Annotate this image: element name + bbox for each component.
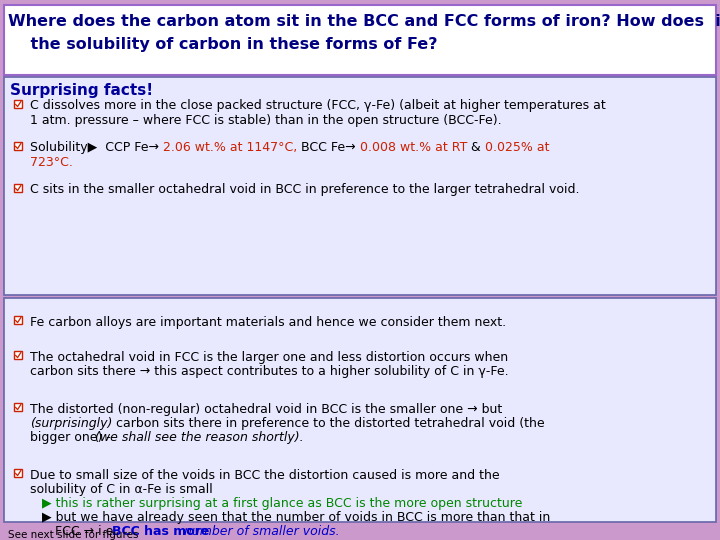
Text: Fe carbon alloys are important materials and hence we consider them next.: Fe carbon alloys are important materials… [30,316,506,329]
Text: Solubility▶  CCP Fe→: Solubility▶ CCP Fe→ [30,141,163,154]
Text: carbon sits there in preference to the distorted tetrahedral void (the: carbon sits there in preference to the d… [112,417,545,430]
Bar [14,316,22,324]
Text: Surprising facts!: Surprising facts! [10,83,153,98]
Text: 723°C.: 723°C. [30,156,73,169]
Text: &: & [467,141,485,154]
Bar [4,5,716,75]
Text: See next slide for figures: See next slide for figures [8,530,138,540]
Text: Due to small size of the voids in BCC the distortion caused is more and the: Due to small size of the voids in BCC th… [30,469,500,482]
Bar [14,469,22,477]
Text: solubility of C in α-Fe is small: solubility of C in α-Fe is small [30,483,212,496]
Bar [14,403,22,411]
Bar [14,184,22,192]
Text: C dissolves more in the close packed structure (FCC, γ-Fe) (albeit at higher tem: C dissolves more in the close packed str… [30,99,606,112]
Bar [4,77,716,295]
Text: 0.008 wt.% at RT: 0.008 wt.% at RT [360,141,467,154]
Text: number of smaller voids.: number of smaller voids. [184,525,340,538]
Bar [14,100,22,108]
Text: C sits in the smaller octahedral void in BCC in preference to the larger tetrahe: C sits in the smaller octahedral void in… [30,183,580,196]
Text: FCC → i.e.: FCC → i.e. [55,525,122,538]
Text: BCC has more: BCC has more [112,525,214,538]
Text: Where does the carbon atom sit in the BCC and FCC forms of iron? How does  it af: Where does the carbon atom sit in the BC… [8,14,720,29]
Text: carbon sits there → this aspect contributes to a higher solubility of C in γ-Fe.: carbon sits there → this aspect contribu… [30,365,508,378]
Text: (surprisingly): (surprisingly) [30,417,112,430]
Text: BCC Fe→: BCC Fe→ [297,141,360,154]
Text: (we shall see the reason shortly).: (we shall see the reason shortly). [95,431,304,444]
Text: 2.06 wt.% at 1147°C,: 2.06 wt.% at 1147°C, [163,141,297,154]
Text: the solubility of carbon in these forms of Fe?: the solubility of carbon in these forms … [8,37,438,52]
Bar [14,142,22,150]
Text: ▶ but we have already seen that the number of voids in BCC is more than that in: ▶ but we have already seen that the numb… [42,511,550,524]
Text: The octahedral void in FCC is the larger one and less distortion occurs when: The octahedral void in FCC is the larger… [30,351,508,364]
Bar [4,298,716,522]
Bar [14,351,22,359]
Text: ▶ this is rather surprising at a first glance as BCC is the more open structure: ▶ this is rather surprising at a first g… [42,497,523,510]
Text: 0.025% at: 0.025% at [485,141,549,154]
Text: bigger one) -: bigger one) - [30,431,115,444]
Text: The distorted (non-regular) octahedral void in BCC is the smaller one → but: The distorted (non-regular) octahedral v… [30,403,503,416]
Text: 1 atm. pressure – where FCC is stable) than in the open structure (BCC-Fe).: 1 atm. pressure – where FCC is stable) t… [30,114,502,127]
